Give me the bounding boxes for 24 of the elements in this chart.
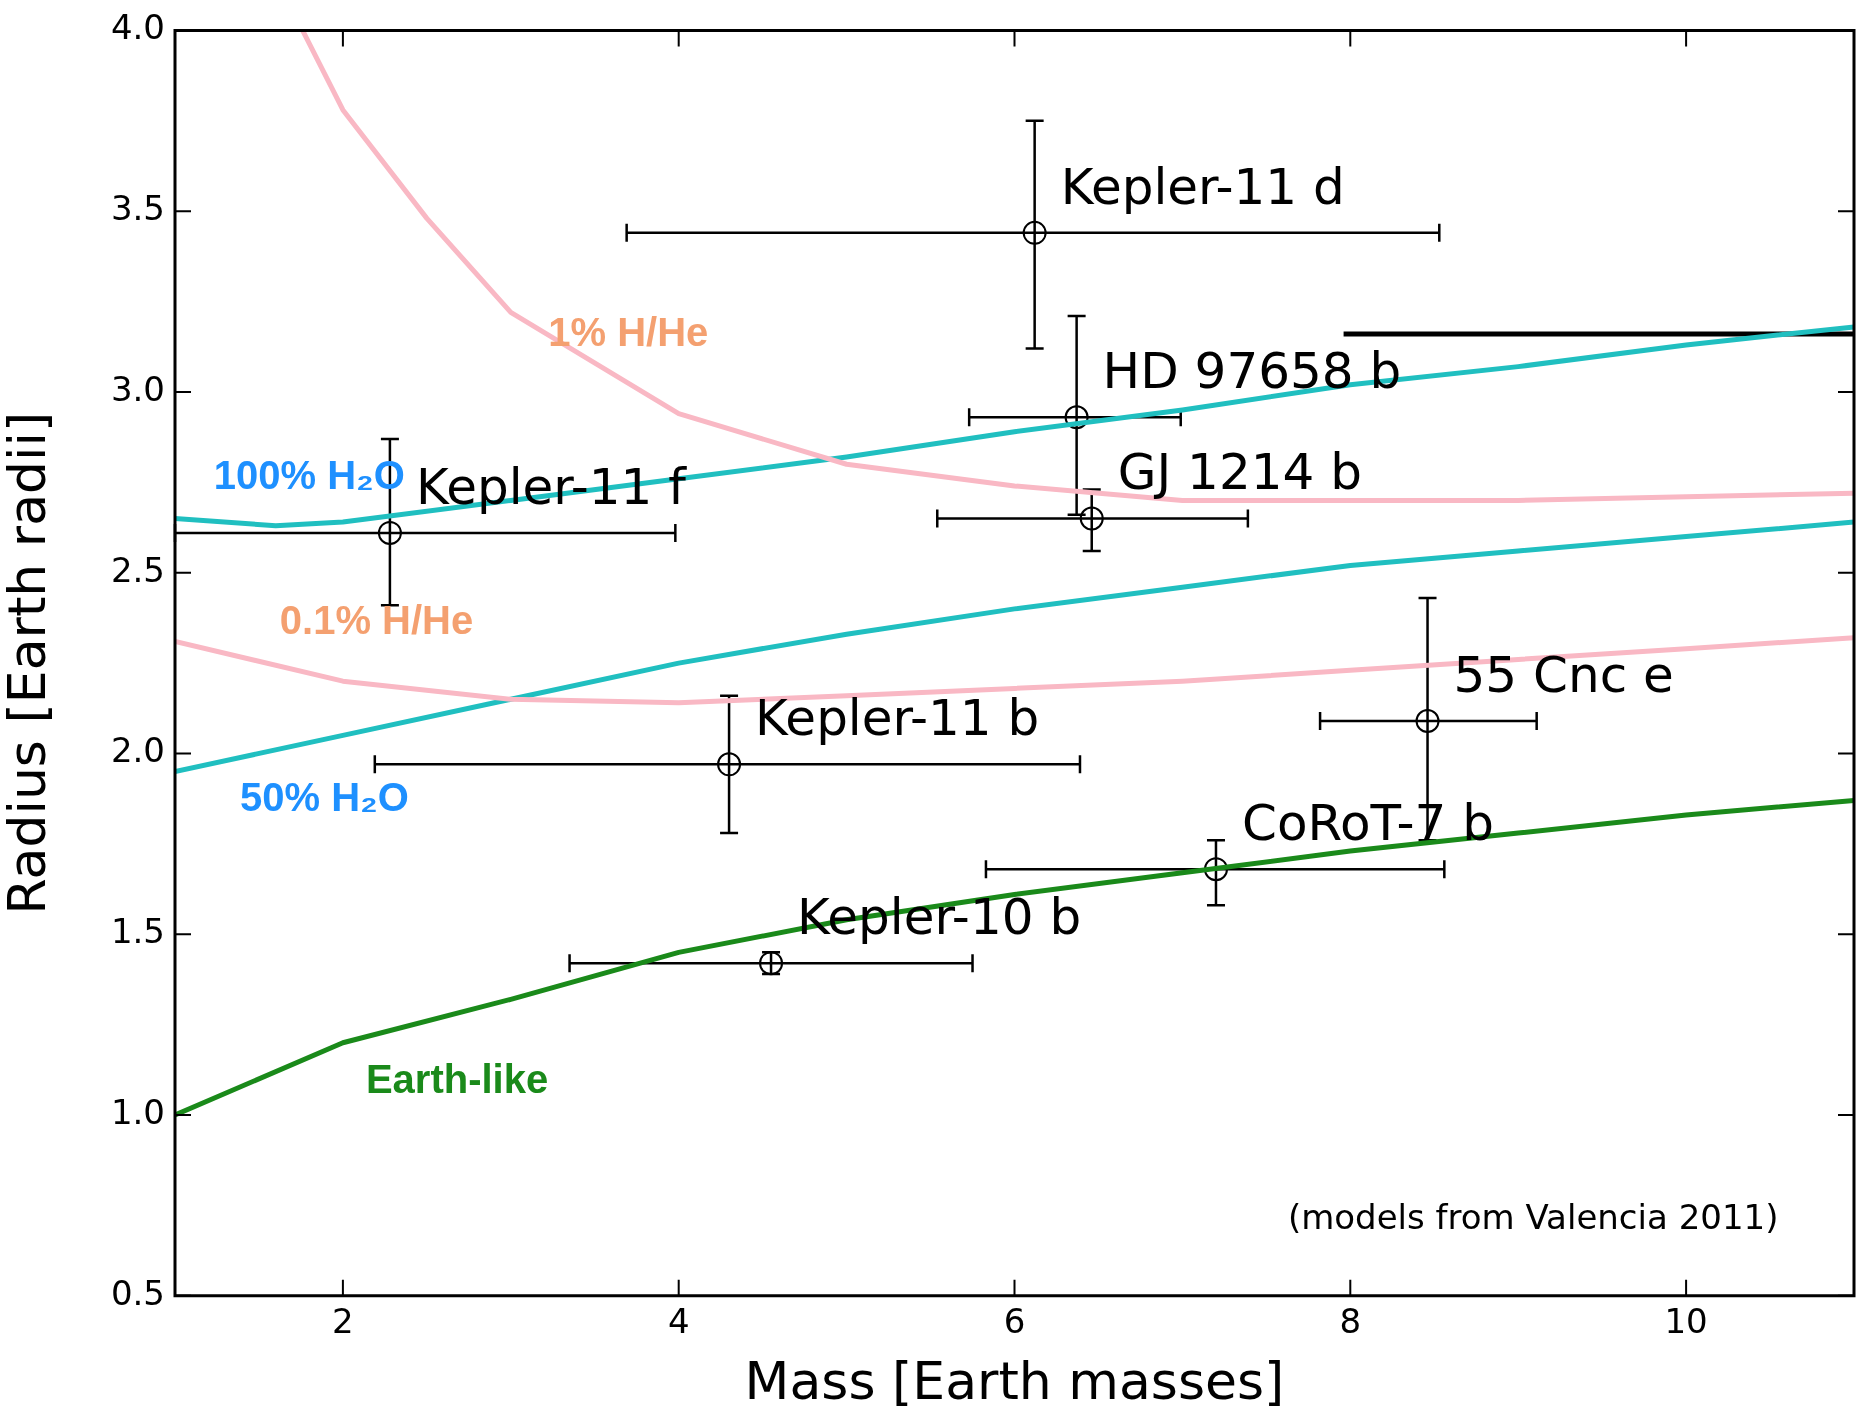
x-tick-label: 4 [667, 1301, 690, 1342]
x-tick-label: 2 [332, 1301, 354, 1342]
series-label: 55 Cnc e [1453, 645, 1674, 704]
y-tick-label: 4.0 [110, 7, 165, 48]
y-tick-label: 1.5 [110, 911, 165, 952]
series-label: Earth-like [365, 1056, 549, 1101]
y-tick-label: 3.0 [110, 368, 165, 409]
x-tick-label: 10 [1664, 1301, 1708, 1342]
y-tick-label: 1.0 [110, 1091, 165, 1132]
y-axis-title: Radius [Earth radii] [0, 411, 57, 915]
series-label: GJ 1214 b [1117, 443, 1362, 502]
series-label: Kepler-11 b [755, 689, 1040, 748]
y-tick-label: 0.5 [110, 1272, 165, 1313]
y-tick-label: 2.5 [110, 549, 165, 590]
x-tick-label: 8 [1339, 1301, 1362, 1342]
series-label: 50% H₂O [239, 774, 409, 819]
x-axis-title: Mass [Earth masses] [744, 1351, 1285, 1412]
y-tick-label: 2.0 [110, 730, 165, 771]
annotation: (models from Valencia 2011) [1287, 1196, 1779, 1237]
series-label: Kepler-11 d [1060, 157, 1345, 216]
series-label: 1% H/He [548, 310, 709, 355]
y-tick-label: 3.5 [110, 188, 165, 228]
series-label: 0.1% H/He [279, 597, 474, 642]
x-tick-label: 6 [1003, 1301, 1026, 1342]
